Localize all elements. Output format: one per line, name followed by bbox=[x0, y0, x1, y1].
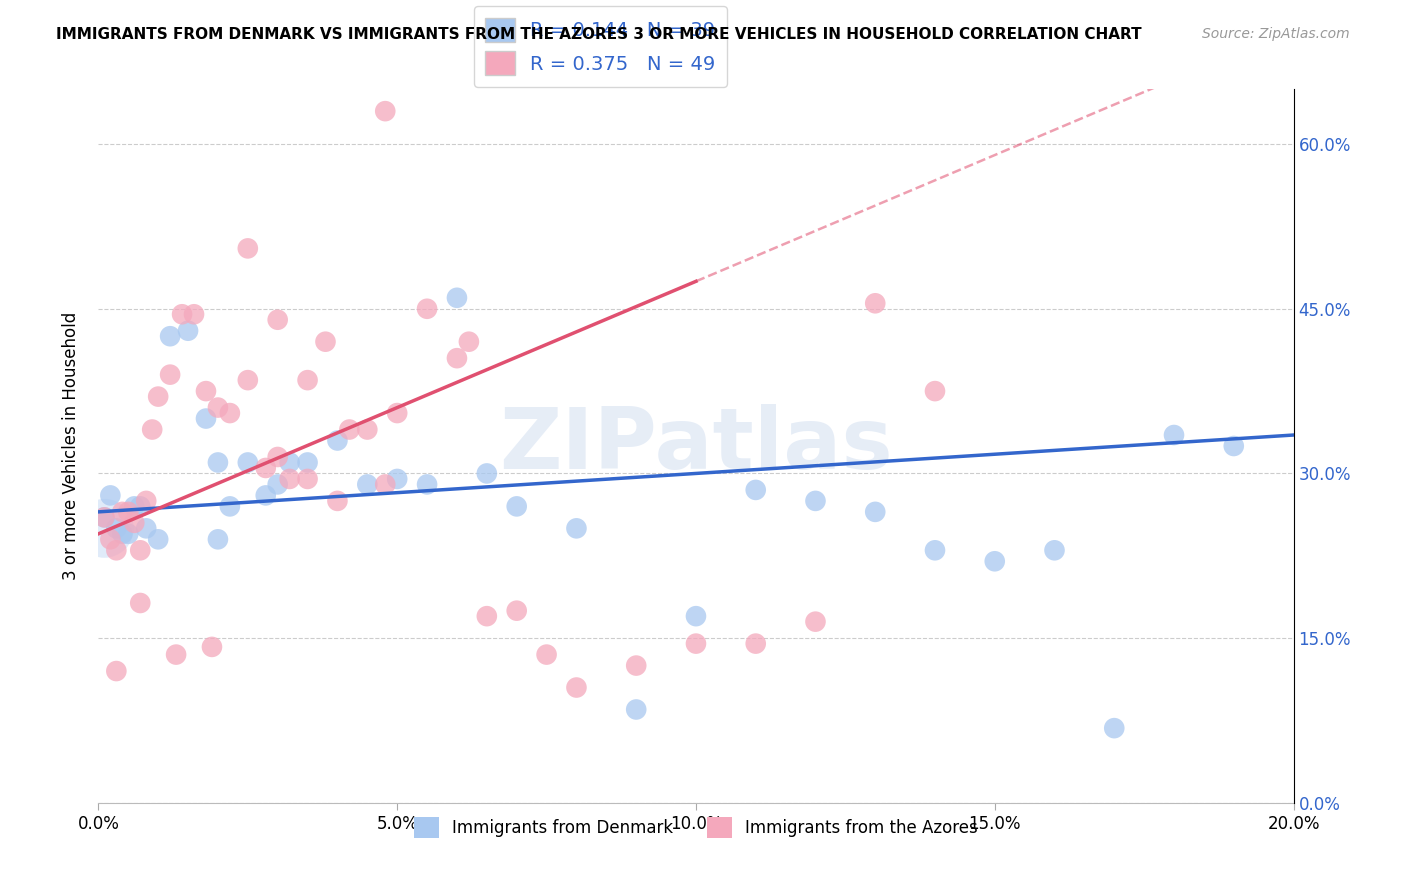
Point bbox=[506, 500, 529, 514]
Point bbox=[111, 526, 134, 541]
Point bbox=[159, 368, 181, 382]
Point bbox=[804, 494, 827, 508]
Point bbox=[105, 543, 128, 558]
Point bbox=[326, 434, 349, 448]
Point bbox=[135, 521, 157, 535]
Point bbox=[254, 488, 277, 502]
Point bbox=[1104, 721, 1126, 735]
Point bbox=[267, 312, 290, 326]
Point bbox=[159, 329, 181, 343]
Point bbox=[236, 373, 259, 387]
Y-axis label: 3 or more Vehicles in Household: 3 or more Vehicles in Household bbox=[62, 312, 80, 580]
Point bbox=[374, 104, 396, 119]
Point bbox=[416, 477, 439, 491]
Point bbox=[297, 472, 319, 486]
Point bbox=[385, 472, 409, 486]
Point bbox=[93, 510, 115, 524]
Point bbox=[254, 461, 277, 475]
Point bbox=[626, 702, 648, 716]
Text: Source: ZipAtlas.com: Source: ZipAtlas.com bbox=[1202, 27, 1350, 41]
Point bbox=[924, 543, 946, 558]
Point bbox=[148, 390, 170, 404]
Point bbox=[1163, 428, 1185, 442]
Point bbox=[326, 494, 349, 508]
Point bbox=[105, 521, 128, 535]
Point bbox=[374, 477, 396, 491]
Point bbox=[98, 533, 122, 547]
Point bbox=[172, 307, 194, 321]
Point bbox=[219, 406, 242, 420]
Point bbox=[111, 71, 134, 86]
Point bbox=[267, 477, 290, 491]
Point bbox=[446, 291, 468, 305]
Point bbox=[339, 423, 361, 437]
Point bbox=[458, 334, 481, 349]
Point bbox=[804, 615, 827, 629]
Point bbox=[148, 533, 170, 547]
Point bbox=[117, 505, 139, 519]
Point bbox=[207, 401, 229, 415]
Point bbox=[865, 296, 887, 310]
Point bbox=[1223, 439, 1246, 453]
Point bbox=[177, 324, 200, 338]
Point bbox=[1043, 543, 1066, 558]
Point bbox=[124, 500, 146, 514]
Point bbox=[117, 526, 139, 541]
Point bbox=[506, 604, 529, 618]
Point bbox=[626, 658, 648, 673]
Point bbox=[297, 455, 319, 469]
Point bbox=[111, 505, 134, 519]
Point bbox=[356, 423, 378, 437]
Point bbox=[129, 596, 152, 610]
Point bbox=[475, 609, 498, 624]
Point bbox=[385, 406, 409, 420]
Point bbox=[475, 467, 498, 481]
Point bbox=[201, 640, 224, 654]
Point bbox=[416, 301, 439, 316]
Text: ZIPatlas: ZIPatlas bbox=[499, 404, 893, 488]
Point bbox=[195, 384, 218, 398]
Point bbox=[207, 533, 229, 547]
Point bbox=[446, 351, 468, 366]
Point bbox=[129, 500, 152, 514]
Point bbox=[924, 384, 946, 398]
Point bbox=[685, 609, 707, 624]
Point bbox=[105, 664, 128, 678]
Point bbox=[236, 241, 259, 255]
Point bbox=[865, 505, 887, 519]
Point bbox=[984, 554, 1007, 568]
Point bbox=[236, 455, 259, 469]
Point bbox=[129, 543, 152, 558]
Point bbox=[219, 500, 242, 514]
Point bbox=[685, 637, 707, 651]
Point bbox=[267, 450, 290, 464]
Point bbox=[297, 373, 319, 387]
Point bbox=[745, 637, 768, 651]
Point bbox=[98, 488, 122, 502]
Legend: Immigrants from Denmark, Immigrants from the Azores: Immigrants from Denmark, Immigrants from… bbox=[408, 811, 984, 845]
Point bbox=[165, 648, 187, 662]
Point bbox=[315, 334, 337, 349]
Point bbox=[93, 510, 115, 524]
Point bbox=[278, 455, 301, 469]
Text: IMMIGRANTS FROM DENMARK VS IMMIGRANTS FROM THE AZORES 3 OR MORE VEHICLES IN HOUS: IMMIGRANTS FROM DENMARK VS IMMIGRANTS FR… bbox=[56, 27, 1142, 42]
Point bbox=[745, 483, 768, 497]
Point bbox=[565, 681, 588, 695]
Point bbox=[183, 307, 205, 321]
Point bbox=[195, 411, 218, 425]
Point bbox=[124, 516, 146, 530]
Point bbox=[207, 455, 229, 469]
Point bbox=[278, 472, 301, 486]
Point bbox=[141, 423, 163, 437]
Point bbox=[536, 648, 558, 662]
Point bbox=[135, 494, 157, 508]
Point bbox=[565, 521, 588, 535]
Point bbox=[356, 477, 378, 491]
Point bbox=[93, 521, 115, 535]
